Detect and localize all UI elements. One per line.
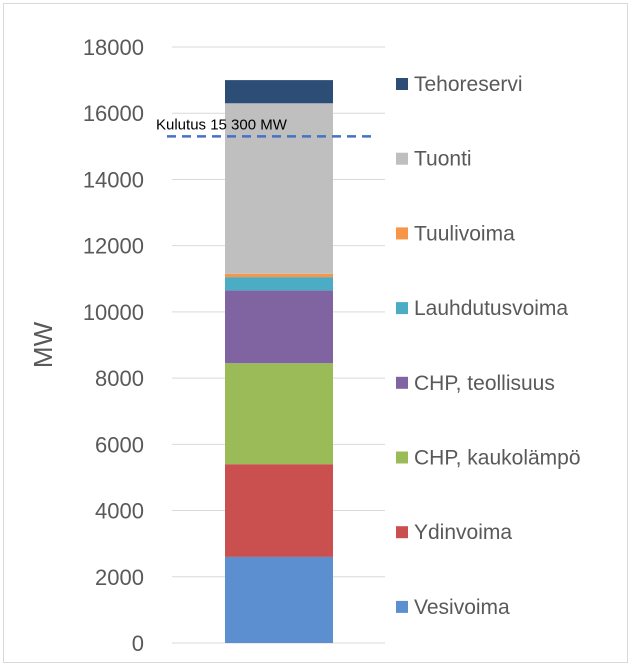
y-tick-label: 8000 (95, 366, 144, 391)
bar-segment-lauhdutusvoima (225, 277, 333, 291)
bar-stack (225, 80, 333, 643)
legend-swatch (396, 78, 408, 90)
y-tick-label: 12000 (83, 234, 144, 259)
y-tick-label: 0 (132, 631, 144, 656)
y-tick-label: 2000 (95, 565, 144, 590)
legend: Tehoreservi Tuonti Tuulivoima Lauhdutusvoim… (396, 73, 581, 619)
bar-segment-tuulivoima (225, 273, 333, 278)
y-axis-title: MW (28, 321, 58, 368)
y-tick-label: 16000 (83, 101, 144, 126)
consumption-label: Kulutus 15 300 MW (156, 116, 288, 133)
bar-segment-tuonti (225, 103, 333, 274)
legend-label: Vesivoima (414, 596, 510, 619)
bar-segment-vesivoima (225, 556, 333, 643)
legend-swatch (396, 526, 408, 539)
y-tick-label: 18000 (83, 35, 144, 60)
legend-label: Lauhdutusvoima (414, 297, 568, 320)
y-tick-label: 10000 (83, 300, 144, 325)
legend-swatch (396, 152, 408, 165)
bar-segment-chp-teollisuus (225, 290, 333, 364)
legend-swatch (396, 376, 408, 389)
legend-label: CHP, teollisuus (414, 372, 555, 395)
legend-label: Tehoreservi (414, 73, 523, 96)
legend-swatch (396, 302, 408, 315)
annotation: Kulutus 15 300 MW (156, 116, 376, 138)
legend-label: Tuulivoima (414, 222, 515, 245)
bar-segment-chp-kaukol-mp (225, 363, 333, 465)
bar-segment-tehoreservi (225, 80, 333, 104)
legend-label: Tuonti (414, 148, 472, 171)
bar-segment-ydinvoima (225, 464, 333, 557)
legend-label: Ydinvoima (414, 521, 512, 544)
legend-label: CHP, kaukolämpö (414, 447, 581, 470)
y-tick-label: 4000 (95, 499, 144, 524)
y-axis-ticks: 0 2000 4000 6000 8000 10000 12000 14000 16000 180… (83, 35, 144, 656)
legend-swatch (396, 451, 408, 464)
legend-swatch (396, 600, 408, 613)
y-tick-label: 14000 (83, 167, 144, 192)
legend-swatch (396, 227, 408, 240)
y-tick-label: 6000 (95, 432, 144, 457)
